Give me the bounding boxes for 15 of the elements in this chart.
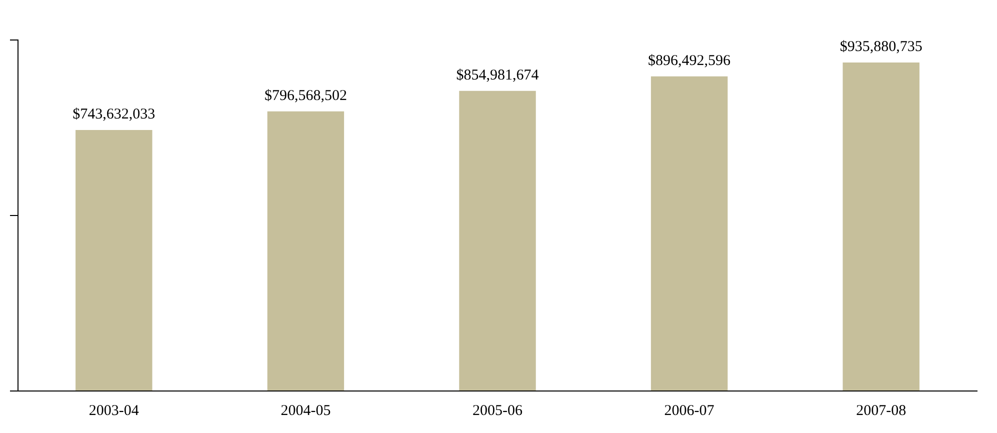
x-tick-label: 2007-08 [856, 402, 906, 419]
bar [76, 130, 152, 390]
bar [842, 62, 920, 390]
data-label: $935,880,735 [840, 38, 922, 55]
bar [267, 111, 344, 390]
bar [459, 90, 536, 390]
data-label: $854,981,674 [456, 67, 540, 84]
x-tick-label: 2006-07 [664, 402, 715, 419]
data-label: $796,568,502 [264, 88, 347, 104]
x-tick-label: 2004-05 [280, 402, 331, 419]
bar [650, 76, 728, 390]
x-tick-label: 2005-06 [472, 402, 523, 419]
data-label: $743,632,033 [72, 106, 156, 122]
data-label: $896,492,596 [648, 52, 732, 69]
x-tick-label: 2003-04 [88, 402, 140, 419]
